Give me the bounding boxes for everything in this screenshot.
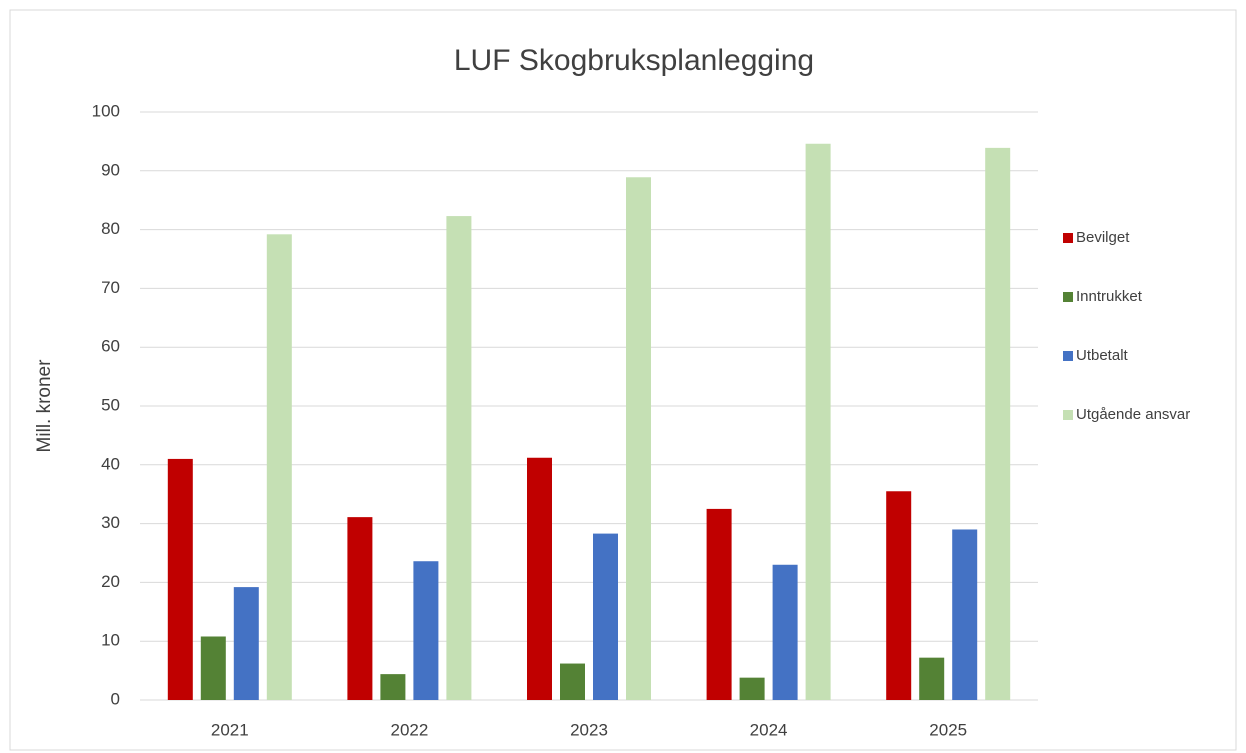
y-tick-label: 20 [101, 572, 120, 591]
y-tick-label: 0 [111, 689, 120, 708]
x-tick-label: 2025 [929, 720, 967, 739]
bar [593, 533, 618, 700]
bar [772, 564, 798, 700]
x-tick-label: 2024 [750, 720, 788, 739]
bar [952, 529, 978, 700]
y-tick-label: 50 [101, 395, 120, 414]
bar [413, 561, 439, 700]
x-tick-label: 2022 [390, 720, 428, 739]
chart-title: LUF Skogbruksplanlegging [454, 44, 814, 77]
legend-swatch [1063, 292, 1073, 302]
bar [919, 657, 945, 700]
legend-label: Utbetalt [1076, 347, 1129, 364]
legend-swatch [1063, 233, 1073, 243]
bar [200, 636, 226, 700]
legend-swatch [1063, 351, 1073, 361]
bar [380, 674, 406, 700]
legend-label: Utgående ansvar [1076, 406, 1190, 423]
y-tick-label: 80 [101, 219, 120, 238]
y-tick-label: 30 [101, 513, 120, 532]
bar [167, 458, 193, 700]
bar [527, 457, 552, 700]
bar [739, 677, 765, 700]
x-tick-label: 2023 [570, 720, 608, 739]
bar [985, 147, 1011, 701]
y-tick-label: 90 [101, 160, 120, 179]
bar [626, 177, 651, 700]
bar [347, 517, 373, 700]
y-tick-label: 10 [101, 631, 120, 650]
x-tick-label: 2021 [211, 720, 249, 739]
bar [886, 491, 912, 700]
y-tick-label: 100 [92, 101, 120, 120]
legend-swatch [1063, 410, 1073, 420]
bar [266, 234, 292, 700]
chart-border [9, 9, 1237, 751]
y-tick-label: 40 [101, 454, 120, 473]
legend-label: Inntrukket [1076, 288, 1143, 305]
bar [233, 587, 259, 700]
bar [706, 508, 732, 700]
bar [560, 663, 585, 700]
y-tick-label: 70 [101, 278, 120, 297]
y-axis-label: Mill. kroner [34, 359, 55, 453]
bar [805, 143, 831, 700]
y-tick-label: 60 [101, 337, 120, 356]
bar [446, 216, 472, 701]
legend-label: Bevilget [1076, 229, 1130, 246]
